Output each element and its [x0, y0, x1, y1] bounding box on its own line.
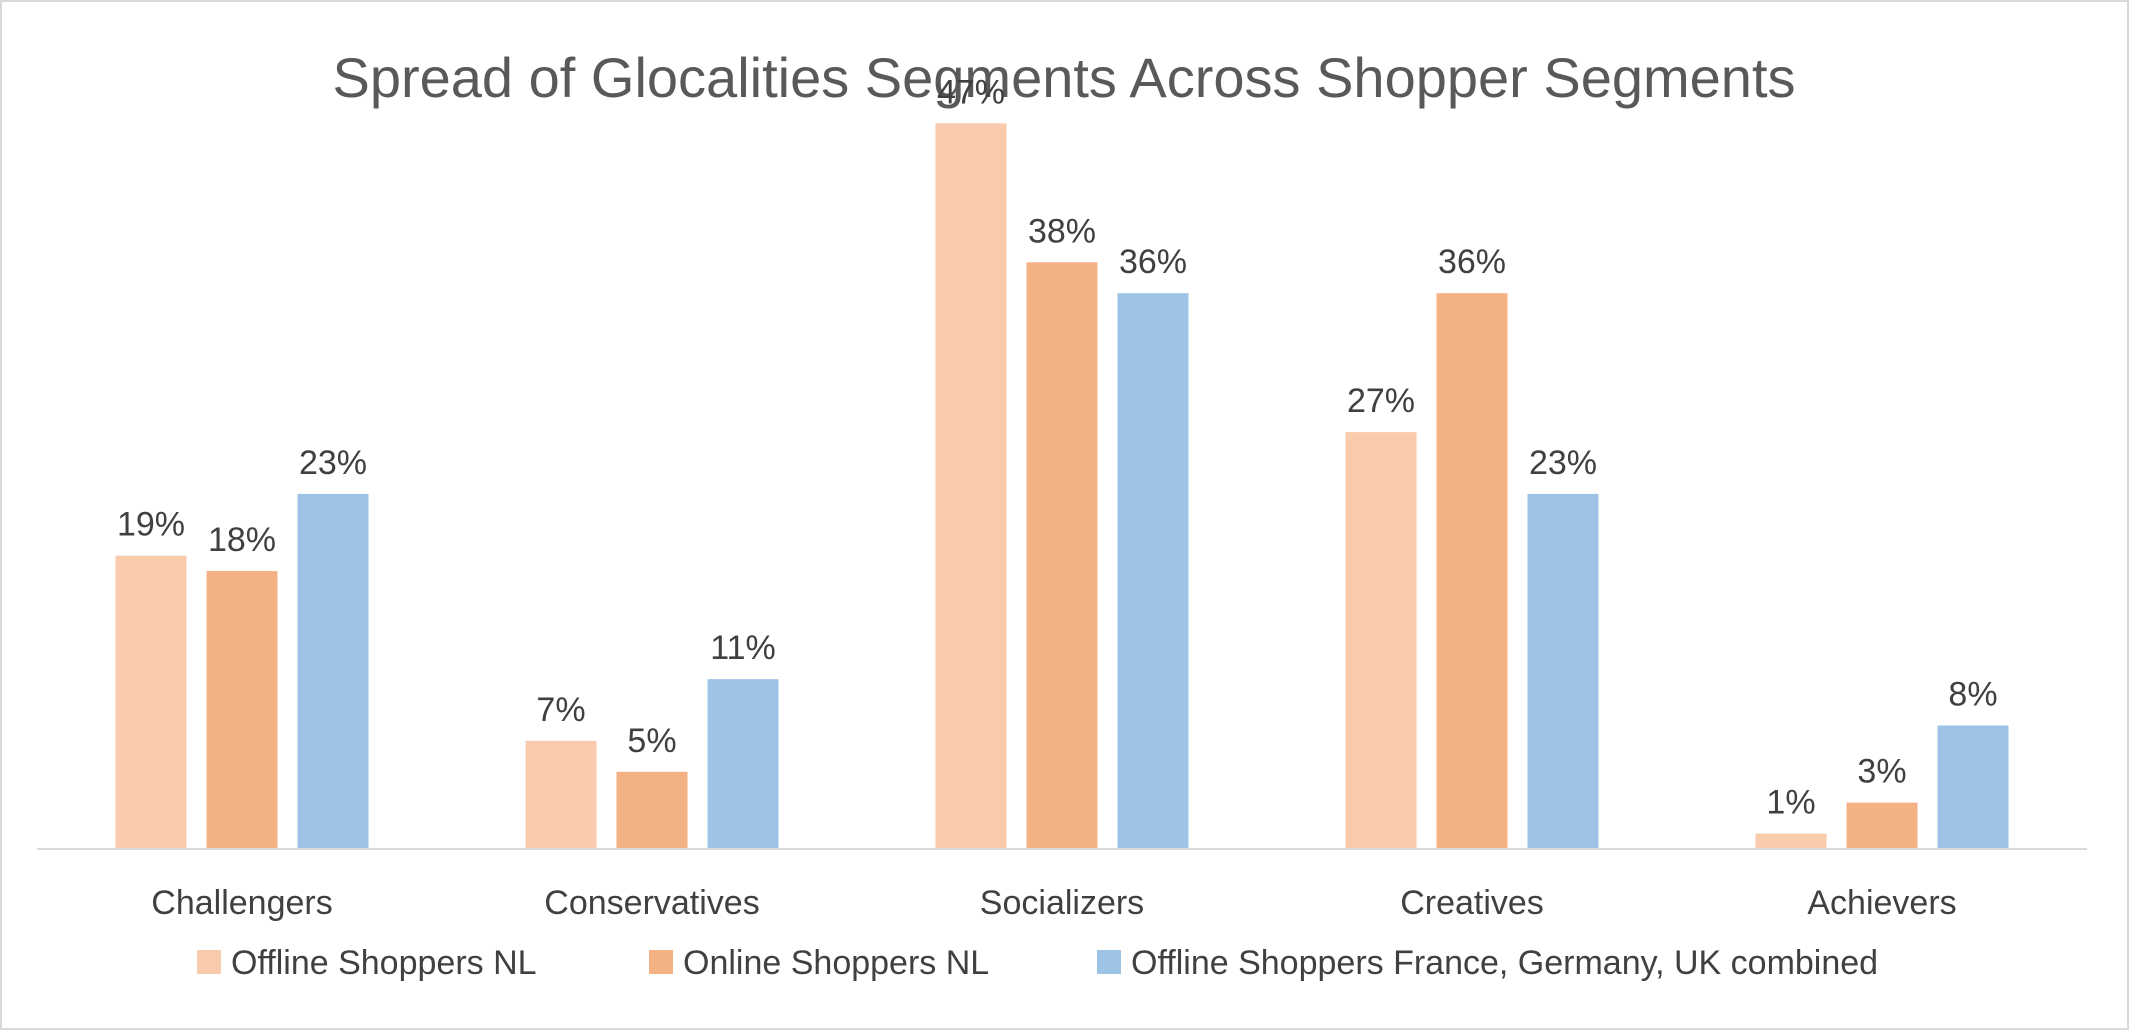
bar-achievers-series-3: [1937, 725, 2009, 849]
category-label-achievers: Achievers: [1807, 884, 1956, 922]
value-label-achievers-series-2: 3%: [1857, 753, 1906, 791]
bar-socializers-series-3: [1117, 293, 1189, 849]
legend-swatch-series-1: [197, 950, 221, 974]
value-label-conservatives-series-3: 11%: [710, 629, 776, 667]
legend: Offline Shoppers NL Online Shoppers NL Off…: [197, 944, 1878, 982]
value-label-creatives-series-2: 36%: [1438, 243, 1506, 281]
bars-group: [115, 123, 2009, 849]
bar-creatives-series-2: [1436, 293, 1508, 849]
legend-label-series-1: Offline Shoppers NL: [231, 944, 537, 982]
legend-label-series-2: Online Shoppers NL: [683, 944, 989, 982]
bar-creatives-series-3: [1527, 493, 1599, 849]
bar-conservatives-series-3: [707, 679, 779, 849]
value-label-socializers-series-1: 47%: [937, 73, 1005, 111]
bar-achievers-series-1: [1755, 833, 1827, 849]
value-label-socializers-series-3: 36%: [1119, 243, 1187, 281]
value-label-conservatives-series-2: 5%: [627, 722, 676, 760]
category-labels-group: Challengers Conservatives Socializers Creat…: [151, 884, 1956, 922]
legend-swatch-series-2: [649, 950, 673, 974]
category-label-socializers: Socializers: [980, 884, 1144, 922]
value-label-challengers-series-2: 18%: [208, 521, 276, 559]
bar-socializers-series-2: [1026, 262, 1098, 849]
category-label-challengers: Challengers: [151, 884, 332, 922]
bar-conservatives-series-1: [525, 740, 597, 849]
bar-challengers-series-3: [297, 493, 369, 849]
value-label-achievers-series-3: 8%: [1948, 675, 1997, 713]
value-label-creatives-series-3: 23%: [1529, 444, 1597, 482]
legend-label-series-3: Offline Shoppers France, Germany, UK com…: [1131, 944, 1878, 982]
value-label-challengers-series-1: 19%: [117, 506, 185, 544]
value-label-challengers-series-3: 23%: [299, 444, 367, 482]
bar-creatives-series-1: [1345, 432, 1417, 849]
value-label-creatives-series-1: 27%: [1347, 382, 1415, 420]
bar-challengers-series-1: [115, 555, 187, 849]
value-label-socializers-series-2: 38%: [1028, 212, 1096, 250]
bar-challengers-series-2: [206, 571, 278, 849]
category-label-conservatives: Conservatives: [544, 884, 759, 922]
value-label-achievers-series-1: 1%: [1766, 784, 1815, 822]
chart-title: Spread of Glocalities Segments Across Sh…: [333, 46, 1796, 109]
value-label-conservatives-series-1: 7%: [536, 691, 585, 729]
value-labels-group: 19% 18% 23% 7% 5% 11% 47% 38% 36% 27% 36% 23% 1% 3% 8%: [117, 73, 1998, 821]
bar-socializers-series-1: [935, 123, 1007, 849]
legend-swatch-series-3: [1097, 950, 1121, 974]
category-label-creatives: Creatives: [1400, 884, 1544, 922]
bar-achievers-series-2: [1846, 802, 1918, 849]
bar-conservatives-series-2: [616, 771, 688, 849]
